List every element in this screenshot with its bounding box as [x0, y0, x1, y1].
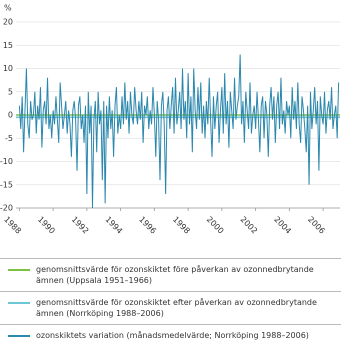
legend-entry: genomsnittsvärde för ozonskiktet före på… — [0, 258, 341, 291]
legend-entry: genomsnittsvärde för ozonskiktet efter p… — [0, 291, 341, 324]
x-tick-label: 1992 — [70, 215, 91, 236]
x-tick-label: 2000 — [205, 215, 226, 236]
y-tick-label: 10 — [3, 64, 13, 73]
legend-label: genomsnittsvärde för ozonskiktet före på… — [36, 265, 314, 285]
data-line — [18, 54, 340, 209]
legend-swatch — [8, 302, 30, 304]
legend-swatch — [8, 269, 30, 271]
legend: genomsnittsvärde för ozonskiktet före på… — [0, 258, 341, 346]
y-tick-label: -10 — [0, 157, 13, 166]
y-tick-label: -15 — [0, 180, 13, 189]
x-tick-label: 2006 — [306, 215, 327, 236]
y-tick-label: -20 — [0, 204, 13, 213]
x-tick-label: 1994 — [103, 215, 124, 236]
legend-label: genomsnittsvärde för ozonskiktet efter p… — [36, 298, 317, 318]
y-tick-label: 5 — [8, 87, 13, 96]
x-tick-label: 1988 — [2, 215, 23, 236]
x-tick-label: 1996 — [137, 215, 158, 236]
x-tick-label: 2004 — [272, 215, 293, 236]
x-tick-label: 1998 — [171, 215, 192, 236]
y-tick-label: 20 — [3, 18, 13, 27]
x-tick-label: 2002 — [238, 215, 259, 236]
y-tick-label: 15 — [3, 41, 13, 50]
y-tick-label: 0 — [8, 111, 13, 120]
legend-swatch — [8, 335, 30, 337]
legend-label: ozonskiktets variation (månadsmedelvärde… — [36, 331, 309, 340]
chart: % 20 15 10 5 0 -5 -10 -15 -20 1988 1990 1992 1994 199… — [0, 4, 340, 236]
y-axis-label: % — [4, 4, 12, 13]
x-tick-label: 1990 — [36, 215, 57, 236]
legend-entry: ozonskiktets variation (månadsmedelvärde… — [0, 324, 341, 346]
y-tick-label: -5 — [5, 134, 13, 143]
